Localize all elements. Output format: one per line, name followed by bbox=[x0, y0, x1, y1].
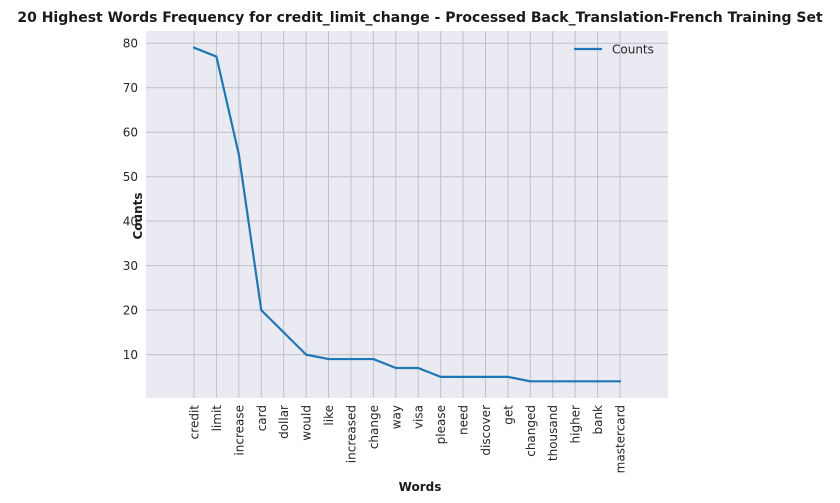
y-tick-label: 10 bbox=[123, 348, 138, 362]
data-point bbox=[529, 380, 532, 383]
data-point bbox=[282, 331, 285, 334]
y-axis-ticks: 10 20 30 40 50 60 70 80 bbox=[123, 37, 138, 362]
y-axis-label: Counts bbox=[131, 192, 145, 239]
y-tick-label: 60 bbox=[123, 126, 138, 140]
legend: Counts bbox=[574, 43, 654, 57]
data-point bbox=[215, 55, 218, 58]
data-point bbox=[574, 380, 577, 383]
data-point bbox=[619, 380, 621, 383]
data-points bbox=[193, 46, 621, 383]
x-tick-label: would bbox=[300, 405, 314, 441]
data-point bbox=[596, 380, 599, 383]
x-tick-label: limit bbox=[210, 405, 224, 432]
x-tick-label: bank bbox=[591, 405, 605, 435]
data-point bbox=[305, 353, 308, 356]
data-point bbox=[551, 380, 554, 383]
y-tick-label: 50 bbox=[123, 170, 138, 184]
y-tick-label: 70 bbox=[123, 81, 138, 95]
data-point bbox=[417, 366, 420, 369]
chart-title: 20 Highest Words Frequency for credit_li… bbox=[17, 10, 823, 26]
data-point bbox=[349, 358, 352, 361]
data-point bbox=[260, 309, 263, 312]
data-point bbox=[327, 358, 330, 361]
data-point bbox=[439, 375, 442, 378]
x-tick-label: get bbox=[501, 405, 515, 425]
data-point bbox=[506, 375, 509, 378]
x-axis-label: Words bbox=[399, 480, 442, 494]
x-axis-ticks: credit limit increase card dollar would like in… bbox=[188, 405, 628, 474]
plot-area bbox=[146, 31, 668, 398]
data-point bbox=[372, 358, 375, 361]
x-tick-label: credit bbox=[188, 405, 202, 440]
x-tick-label: dollar bbox=[277, 405, 291, 439]
data-point bbox=[462, 375, 465, 378]
x-tick-label: way bbox=[389, 405, 403, 429]
legend-label: Counts bbox=[612, 43, 654, 57]
y-tick-label: 40 bbox=[123, 215, 138, 229]
y-tick-label: 30 bbox=[123, 259, 138, 273]
x-tick-label: increased bbox=[344, 405, 358, 463]
y-tick-label: 80 bbox=[123, 37, 138, 51]
x-tick-label: higher bbox=[569, 405, 583, 444]
x-tick-label: need bbox=[457, 405, 471, 435]
data-point bbox=[394, 366, 397, 369]
data-point bbox=[237, 153, 240, 156]
data-point bbox=[193, 46, 195, 49]
x-tick-label: change bbox=[367, 405, 381, 449]
x-tick-label: discover bbox=[479, 405, 493, 456]
x-tick-label: visa bbox=[412, 405, 426, 429]
y-tick-label: 20 bbox=[123, 304, 138, 318]
data-point bbox=[484, 375, 487, 378]
x-tick-label: thousand bbox=[546, 405, 560, 461]
x-tick-label: mastercard bbox=[614, 405, 628, 473]
x-tick-label: increase bbox=[232, 405, 246, 456]
x-tick-label: card bbox=[255, 405, 269, 431]
x-tick-label: changed bbox=[524, 405, 538, 457]
x-tick-label: please bbox=[434, 405, 448, 444]
x-tick-label: like bbox=[322, 405, 336, 426]
series-line-counts bbox=[192, 46, 622, 383]
